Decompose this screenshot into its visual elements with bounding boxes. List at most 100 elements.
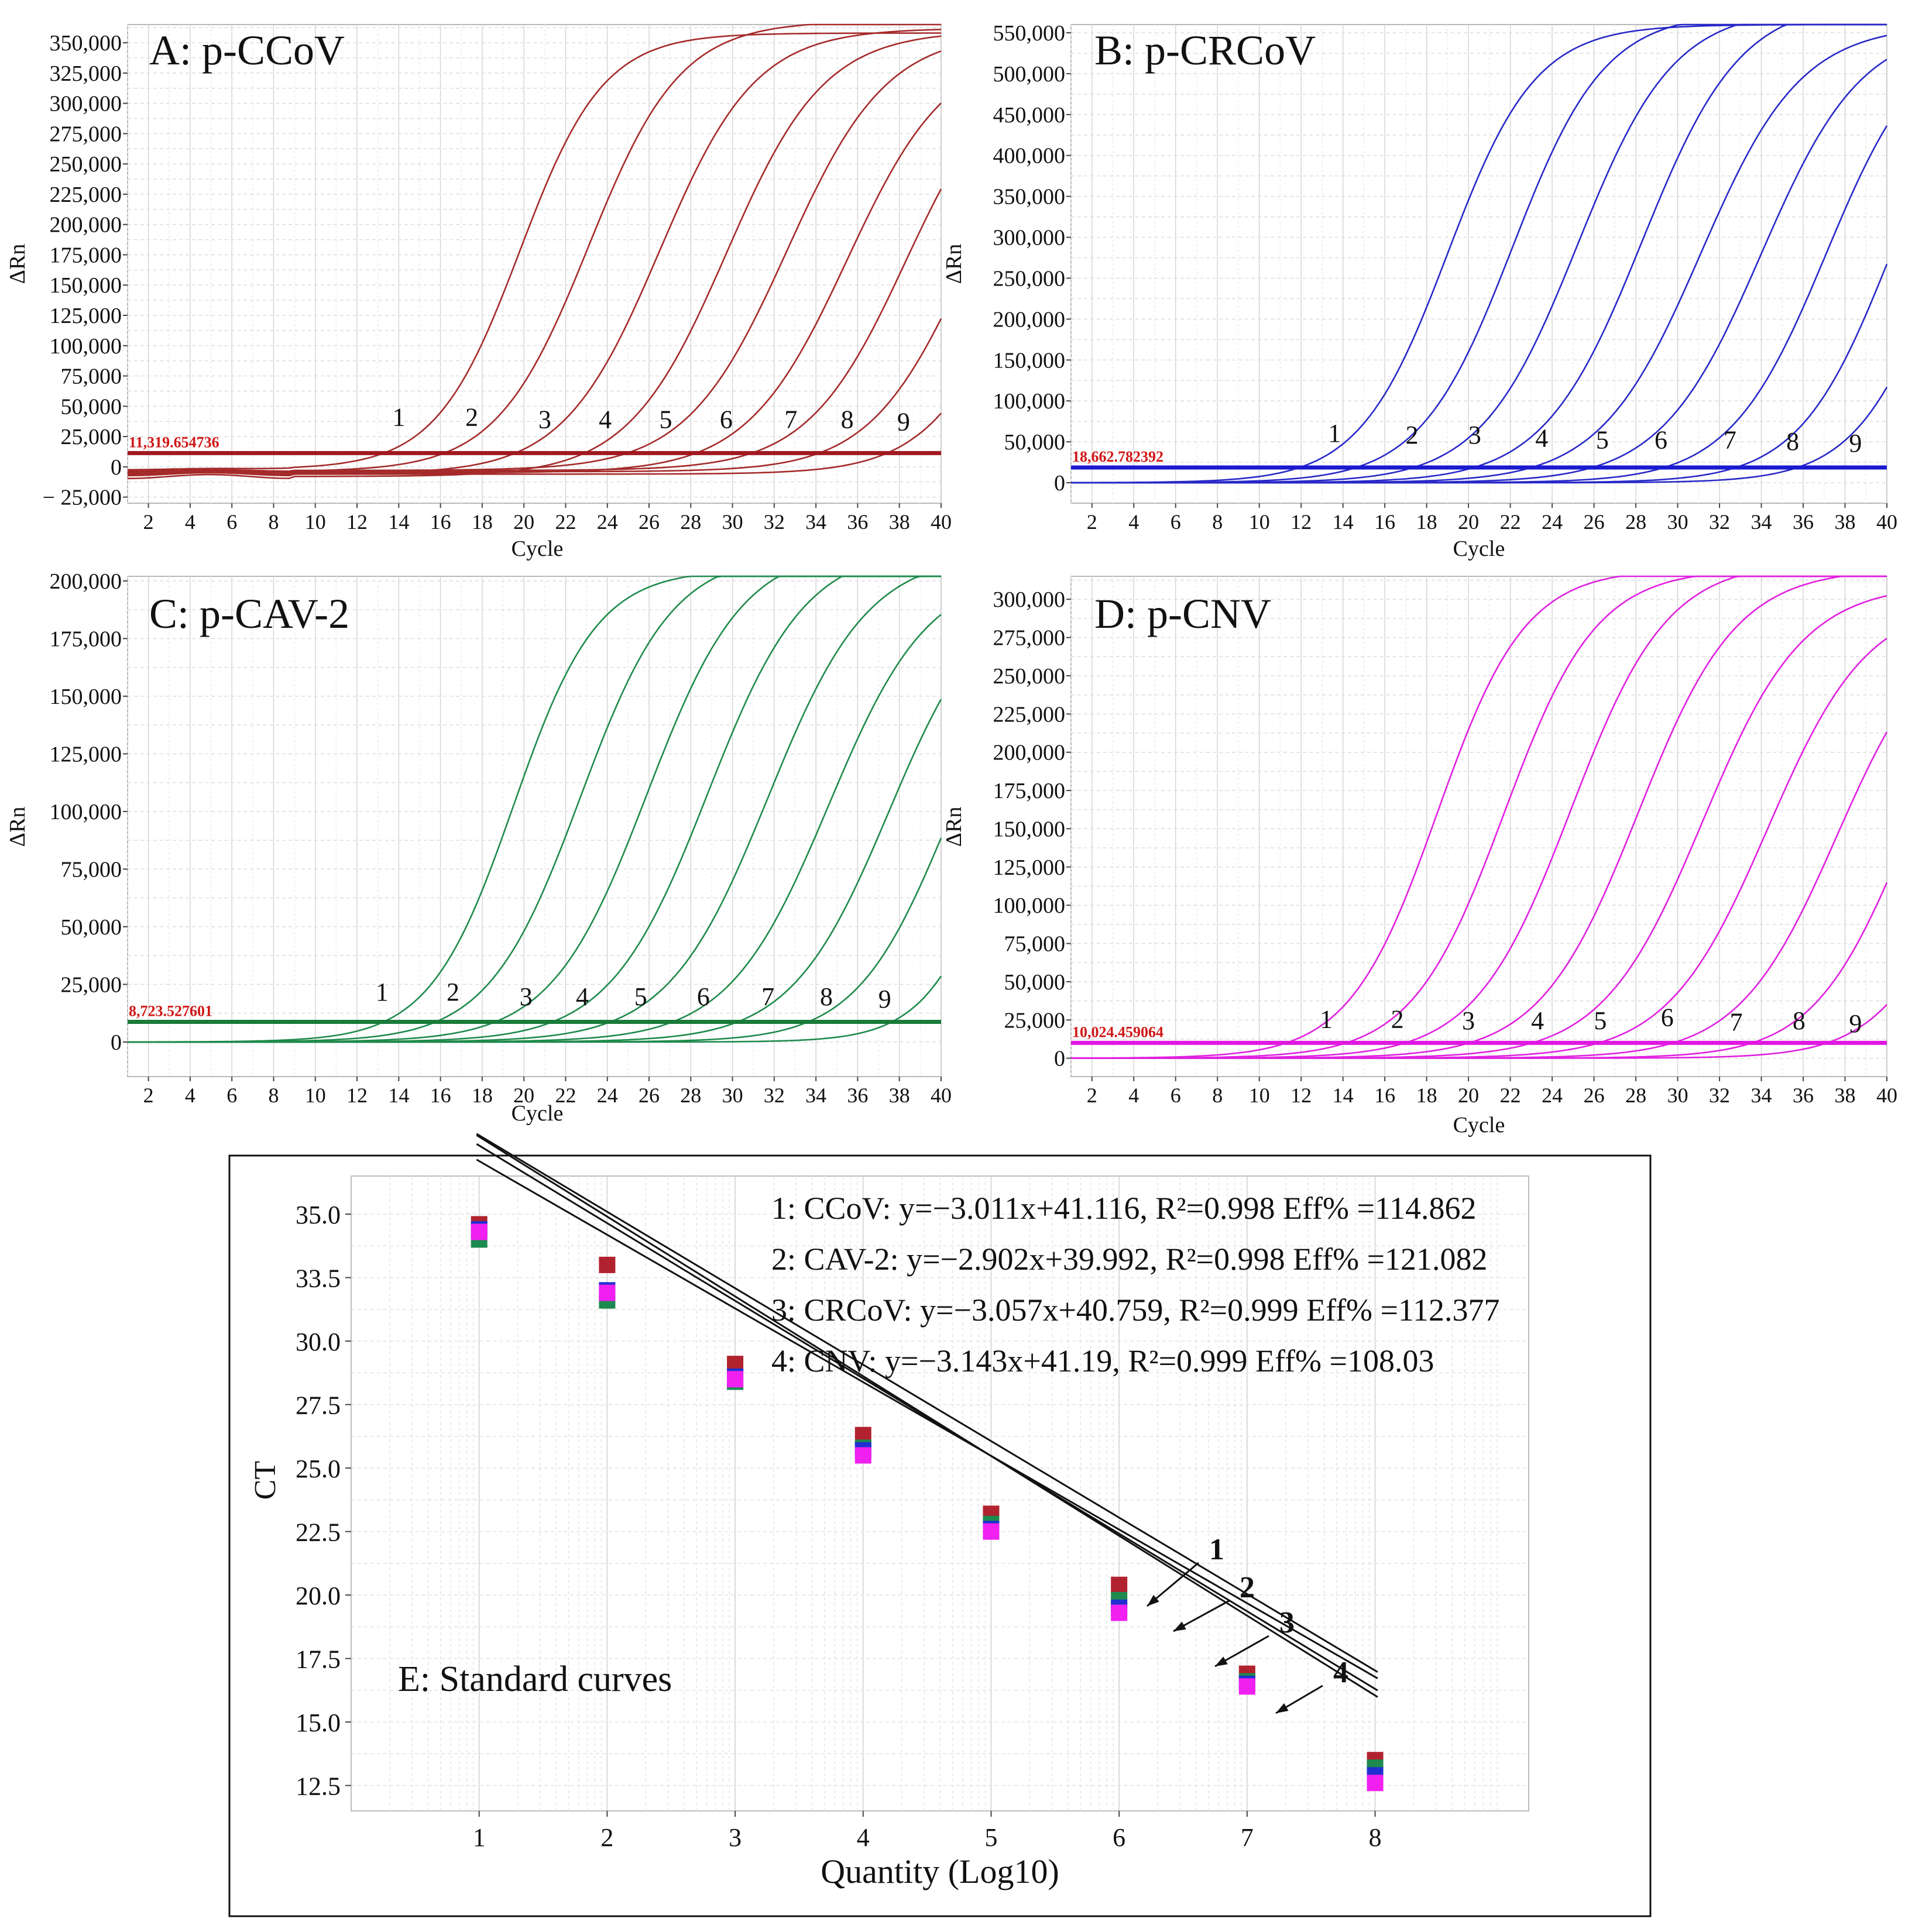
regression-line-1 bbox=[476, 1133, 1378, 1673]
y-tick-label: 150,000 bbox=[50, 685, 122, 709]
x-tick-label: 22 bbox=[1500, 510, 1521, 534]
curve-label-8: 8 bbox=[1793, 1006, 1806, 1035]
x-tick-label: 14 bbox=[1333, 1084, 1354, 1107]
x-tick-label: 30 bbox=[1667, 1084, 1688, 1107]
data-point-cnv bbox=[854, 1447, 871, 1464]
threshold-label: 10,024.459064 bbox=[1072, 1023, 1163, 1040]
y-tick-label: 150,000 bbox=[993, 817, 1066, 841]
y-tick-label: 25,000 bbox=[1004, 1008, 1066, 1033]
curve-label-5: 5 bbox=[1594, 1006, 1607, 1035]
x-tick-label: 6 bbox=[1171, 510, 1181, 534]
y-tick-label: 300,000 bbox=[50, 92, 122, 116]
x-tick-label: 32 bbox=[764, 1084, 785, 1107]
data-point-cnv bbox=[1367, 1775, 1384, 1792]
x-axis-label: Cycle bbox=[512, 537, 564, 561]
x-tick-label: 26 bbox=[639, 1084, 660, 1107]
x-tick-label: 16 bbox=[1374, 510, 1395, 534]
x-tick-label: 4 bbox=[185, 510, 195, 534]
equation-1: 1: CCoV: y=−3.011x+41.116, R²=0.998 Eff%… bbox=[771, 1191, 1476, 1226]
x-tick-label: 24 bbox=[1542, 510, 1563, 534]
x-tick-label: 24 bbox=[1542, 1084, 1563, 1107]
arrow-head-3 bbox=[1215, 1656, 1228, 1666]
plot-area bbox=[1070, 576, 1887, 1077]
data-point-cnv bbox=[1238, 1678, 1255, 1695]
equation-4: 4: CNV: y=−3.143x+41.19, R²=0.999 Eff% =… bbox=[771, 1343, 1434, 1378]
y-tick-label: 125,000 bbox=[50, 742, 122, 766]
amplification-curve-8 bbox=[128, 318, 942, 474]
x-tick-label: 28 bbox=[1625, 510, 1646, 534]
curve-label-5: 5 bbox=[1596, 425, 1609, 454]
data-point-ccov bbox=[1111, 1576, 1128, 1593]
chart-title: D: p-CNV bbox=[1094, 590, 1271, 637]
y-tick-label: 400,000 bbox=[993, 144, 1066, 169]
amplification-curve-7 bbox=[128, 188, 942, 472]
y-tick-label: 350,000 bbox=[50, 31, 122, 56]
y-tick-label: 75,000 bbox=[1004, 932, 1066, 957]
curve-label-6: 6 bbox=[697, 982, 710, 1011]
y-tick-label: 225,000 bbox=[993, 702, 1066, 727]
arrow-head-4 bbox=[1276, 1703, 1289, 1713]
y-tick-label: 175,000 bbox=[50, 627, 122, 651]
y-tick-label: 175,000 bbox=[50, 243, 122, 267]
x-tick-label: 14 bbox=[388, 510, 409, 534]
y-tick-label: 500,000 bbox=[993, 62, 1066, 87]
x-tick-label: 20 bbox=[513, 510, 534, 534]
curve-label-4: 4 bbox=[576, 982, 589, 1011]
x-tick-label: 16 bbox=[430, 1084, 451, 1107]
x-tick-label: 26 bbox=[1584, 1084, 1605, 1107]
curve-label-2: 2 bbox=[1391, 1005, 1404, 1033]
x-tick-label: 14 bbox=[388, 1084, 409, 1107]
x-tick-label: 4 bbox=[185, 1084, 195, 1107]
x-tick-label: 2 bbox=[1087, 510, 1097, 534]
y-tick-label: − 25,000 bbox=[43, 486, 122, 510]
amplification-curve-9 bbox=[1071, 1003, 1887, 1059]
y-tick-label: 125,000 bbox=[50, 304, 122, 328]
x-tick-label: 1 bbox=[473, 1823, 486, 1852]
x-tick-label: 38 bbox=[1835, 1084, 1856, 1107]
y-tick-label: 150,000 bbox=[993, 348, 1066, 373]
arrow-head-2 bbox=[1173, 1621, 1186, 1631]
x-tick-label: 18 bbox=[472, 1084, 493, 1107]
x-tick-label: 7 bbox=[1241, 1823, 1254, 1852]
x-tick-label: 8 bbox=[1369, 1823, 1382, 1852]
y-tick-label: 75,000 bbox=[61, 857, 122, 882]
x-tick-label: 22 bbox=[1500, 1084, 1521, 1107]
x-tick-label: 26 bbox=[639, 510, 660, 534]
curve-label-2: 2 bbox=[447, 978, 459, 1006]
x-tick-label: 10 bbox=[305, 1084, 326, 1107]
curve-label-8: 8 bbox=[820, 982, 833, 1011]
curve-label-1: 1 bbox=[376, 978, 389, 1006]
x-tick-label: 36 bbox=[1793, 1084, 1814, 1107]
y-tick-label: 30.0 bbox=[296, 1328, 341, 1356]
y-tick-label: 100,000 bbox=[50, 334, 122, 359]
y-tick-label: 450,000 bbox=[993, 103, 1066, 128]
y-tick-label: 225,000 bbox=[50, 183, 122, 207]
y-tick-label: 325,000 bbox=[50, 61, 122, 86]
curve-label-7: 7 bbox=[784, 405, 797, 434]
y-tick-label: 50,000 bbox=[61, 915, 122, 940]
x-tick-label: 12 bbox=[1290, 510, 1312, 534]
chart-c-p-cav-2: 0 25,000 50,000 75,000 100,000 125,000 150,000… bbox=[5, 569, 952, 1126]
curve-label-4: 4 bbox=[1531, 1006, 1544, 1035]
y-tick-label: 200,000 bbox=[50, 569, 122, 594]
x-tick-label: 40 bbox=[1876, 1084, 1897, 1107]
x-tick-label: 12 bbox=[1290, 1084, 1312, 1107]
y-tick-label: 75,000 bbox=[61, 365, 122, 389]
x-tick-label: 38 bbox=[889, 510, 910, 534]
x-axis-label: Cycle bbox=[1453, 537, 1505, 561]
y-tick-label: 250,000 bbox=[50, 152, 122, 177]
y-tick-label: 550,000 bbox=[993, 21, 1066, 46]
y-tick-label: 0 bbox=[111, 455, 122, 480]
curve-label-2: 2 bbox=[465, 403, 478, 431]
plot-area bbox=[127, 24, 942, 504]
y-tick-label: 300,000 bbox=[993, 587, 1066, 612]
x-tick-label: 28 bbox=[1625, 1084, 1646, 1107]
data-point-cnv bbox=[1111, 1604, 1128, 1621]
equation-2: 2: CAV-2: y=−2.902x+39.992, R²=0.998 Eff… bbox=[771, 1242, 1488, 1277]
x-tick-label: 32 bbox=[764, 510, 785, 534]
chart-title: C: p-CAV-2 bbox=[149, 590, 349, 637]
curve-label-5: 5 bbox=[660, 405, 672, 434]
x-tick-label: 2 bbox=[143, 1084, 154, 1107]
y-tick-label: 150,000 bbox=[50, 273, 122, 298]
x-tick-label: 24 bbox=[597, 1084, 618, 1107]
